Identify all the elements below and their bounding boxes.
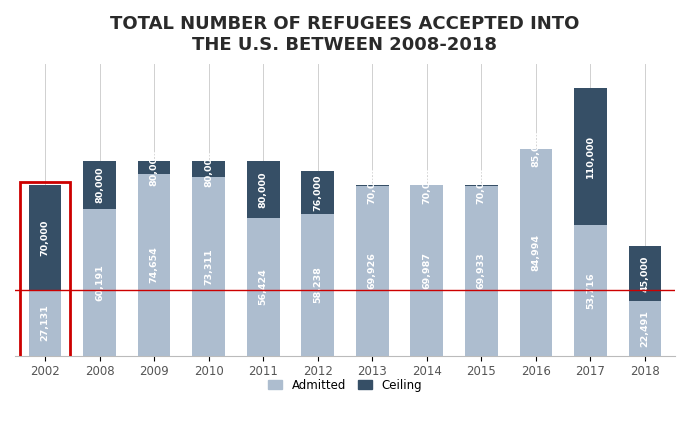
- Legend: Admitted, Ceiling: Admitted, Ceiling: [264, 374, 426, 397]
- Text: 110,000: 110,000: [586, 135, 595, 178]
- Text: 70,000: 70,000: [422, 167, 431, 204]
- Text: 84,994: 84,994: [531, 234, 540, 271]
- Bar: [21, 182, 70, 359]
- Text: 53,716: 53,716: [586, 272, 595, 309]
- Bar: [302, 171, 334, 214]
- Bar: [465, 186, 497, 356]
- Text: 56,424: 56,424: [259, 269, 268, 306]
- Bar: [83, 161, 116, 209]
- Bar: [520, 149, 552, 356]
- Title: TOTAL NUMBER OF REFUGEES ACCEPTED INTO
THE U.S. BETWEEN 2008-2018: TOTAL NUMBER OF REFUGEES ACCEPTED INTO T…: [110, 15, 580, 54]
- Bar: [83, 209, 116, 356]
- Text: 45,000: 45,000: [640, 255, 649, 292]
- Bar: [629, 246, 661, 301]
- Text: 69,987: 69,987: [422, 252, 431, 289]
- Text: 80,000: 80,000: [95, 167, 104, 204]
- Bar: [302, 214, 334, 356]
- Bar: [193, 177, 225, 356]
- Bar: [411, 185, 443, 356]
- Bar: [356, 186, 388, 356]
- Text: 70,000: 70,000: [41, 219, 50, 256]
- Bar: [29, 185, 61, 290]
- Text: 70,000: 70,000: [368, 167, 377, 204]
- Bar: [29, 290, 61, 356]
- Bar: [247, 218, 279, 356]
- Text: 74,654: 74,654: [150, 246, 159, 283]
- Text: 76,000: 76,000: [313, 174, 322, 211]
- Bar: [574, 88, 607, 225]
- Text: 80,000: 80,000: [150, 149, 159, 186]
- Text: 58,238: 58,238: [313, 266, 322, 303]
- Text: 69,926: 69,926: [368, 252, 377, 289]
- Text: 73,311: 73,311: [204, 248, 213, 285]
- Bar: [138, 174, 170, 356]
- Text: 22,491: 22,491: [640, 310, 649, 347]
- Text: 80,000: 80,000: [204, 151, 213, 187]
- Text: 69,933: 69,933: [477, 252, 486, 289]
- Text: 80,000: 80,000: [259, 171, 268, 208]
- Bar: [247, 161, 279, 218]
- Bar: [193, 161, 225, 177]
- Bar: [629, 301, 661, 356]
- Text: 85,000: 85,000: [531, 131, 540, 167]
- Text: 60,191: 60,191: [95, 264, 104, 301]
- Bar: [138, 161, 170, 174]
- Bar: [574, 225, 607, 356]
- Text: 27,131: 27,131: [41, 304, 50, 341]
- Text: 70,000: 70,000: [477, 167, 486, 204]
